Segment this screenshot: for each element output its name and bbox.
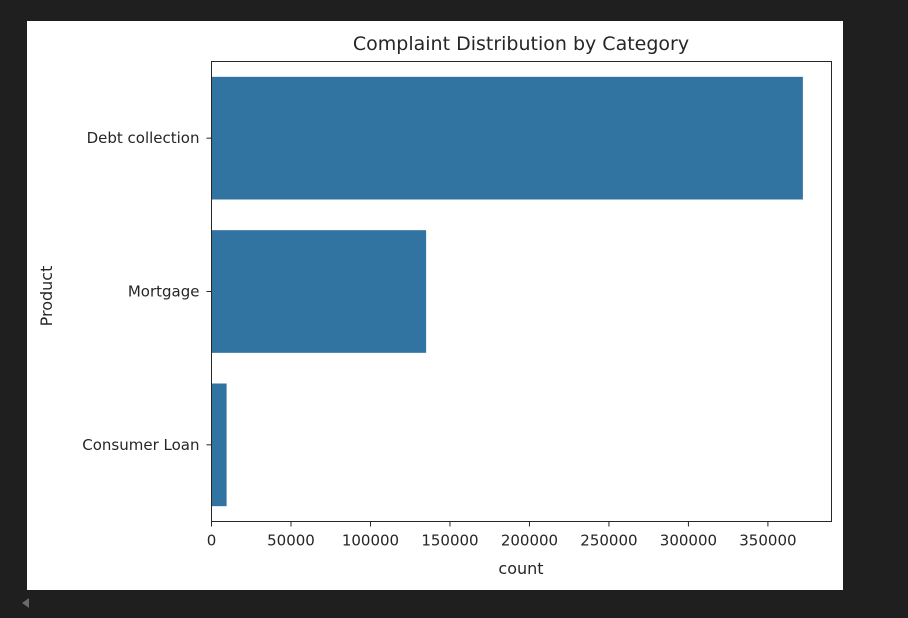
scroll-left-arrow-icon[interactable] [22, 598, 29, 608]
bar-mortgage [211, 230, 427, 353]
x-tick-label: 300000 [660, 532, 717, 550]
y-axis-label: Product [37, 266, 56, 327]
bar-chart-svg: Complaint Distribution by Category Debt … [37, 33, 832, 578]
y-tick-label: Debt collection [87, 129, 200, 147]
x-tick-label: 100000 [342, 532, 399, 550]
x-tick-label: 350000 [739, 532, 796, 550]
x-tick-label: 0 [207, 532, 217, 550]
x-tick-label: 200000 [501, 532, 558, 550]
x-tick-label: 250000 [580, 532, 637, 550]
y-tick-label: Consumer Loan [82, 436, 199, 454]
y-tick-label: Mortgage [128, 283, 200, 301]
bar-debt-collection [211, 76, 803, 200]
x-tick-label: 50000 [267, 532, 315, 550]
x-axis-label: count [498, 559, 543, 578]
chart-title: Complaint Distribution by Category [353, 33, 689, 55]
chart-figure: Complaint Distribution by Category Debt … [27, 21, 843, 590]
x-tick-label: 150000 [421, 532, 478, 550]
plot-frame [211, 61, 832, 522]
bar-consumer-loan [211, 383, 227, 507]
